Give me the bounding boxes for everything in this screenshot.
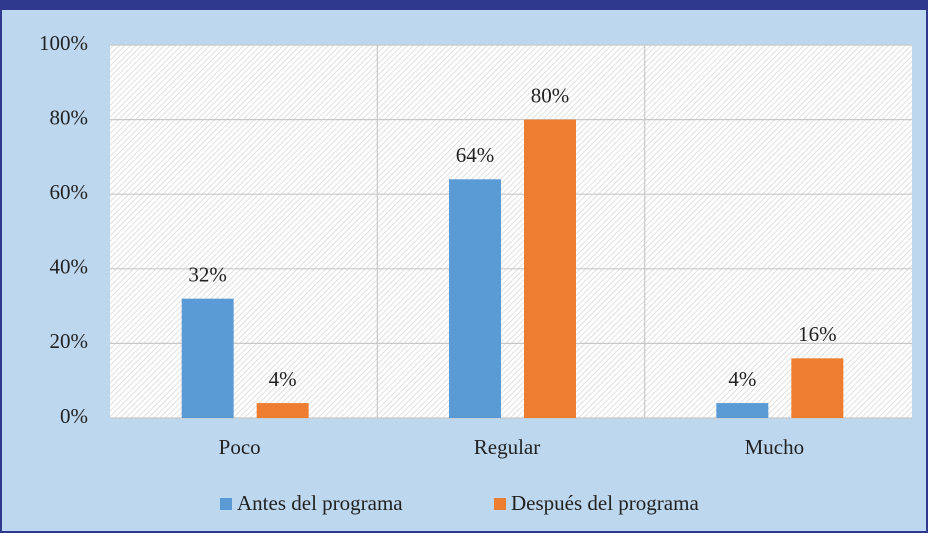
y-tick-label: 20% <box>50 329 89 353</box>
y-tick-label: 80% <box>50 105 89 129</box>
x-tick-label: Regular <box>474 435 540 459</box>
x-tick-label: Poco <box>219 435 261 459</box>
data-label: 80% <box>531 83 570 107</box>
data-label: 4% <box>269 367 297 391</box>
bar <box>256 403 309 418</box>
y-tick-label: 0% <box>60 404 88 428</box>
bar <box>716 403 769 418</box>
bar <box>181 298 234 418</box>
data-label: 32% <box>188 262 227 286</box>
data-label: 16% <box>798 322 837 346</box>
legend-label: Antes del programa <box>237 491 403 515</box>
legend-swatch <box>494 498 506 510</box>
legend-swatch <box>220 498 232 510</box>
y-tick-label: 100% <box>39 31 88 55</box>
top-band <box>0 0 928 9</box>
y-tick-label: 60% <box>50 180 89 204</box>
data-label: 4% <box>728 367 756 391</box>
x-tick-label: Mucho <box>745 435 805 459</box>
frame <box>0 8 928 533</box>
bar <box>524 119 576 418</box>
plot-area <box>110 45 912 418</box>
legend-label: Después del programa <box>511 491 699 515</box>
bar <box>791 358 844 418</box>
bar <box>449 179 501 418</box>
data-label: 64% <box>456 143 495 167</box>
y-tick-label: 40% <box>50 255 89 279</box>
